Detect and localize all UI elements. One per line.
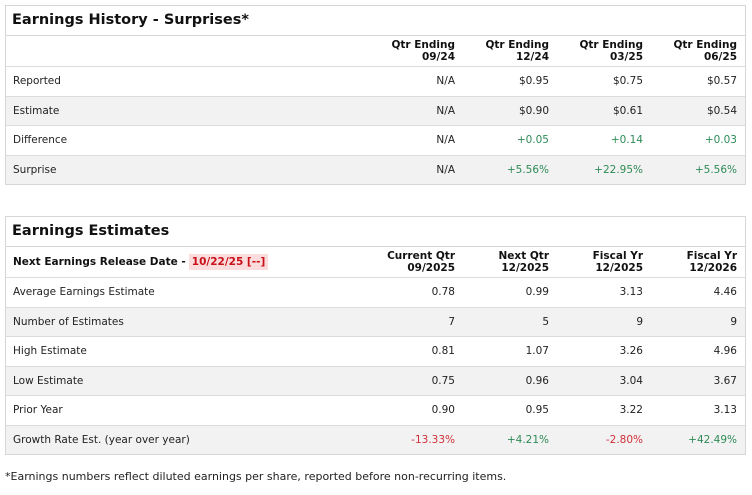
cell-value: +4.21% xyxy=(506,433,549,446)
row-label: Low Estimate xyxy=(6,366,369,396)
cell-value: +5.56% xyxy=(694,163,737,176)
cell-value: $0.75 xyxy=(557,66,651,97)
cell-value: $0.61 xyxy=(557,96,651,126)
row-label: Number of Estimates xyxy=(6,307,369,337)
table-row: Number of Estimates 7 5 9 9 xyxy=(6,307,745,337)
cell-value: 0.81 xyxy=(369,336,463,367)
cell-value: 0.75 xyxy=(369,366,463,396)
cell-value: 4.46 xyxy=(651,277,745,308)
earnings-estimates-title: Earnings Estimates xyxy=(6,217,745,247)
cell-value: +42.49% xyxy=(688,433,737,446)
row-label: High Estimate xyxy=(6,336,369,367)
cell-value: 3.04 xyxy=(557,366,651,396)
row-label: Difference xyxy=(6,125,369,156)
cell-value: 1.07 xyxy=(463,336,557,367)
cell-value: N/A xyxy=(369,66,463,97)
cell-value: 5 xyxy=(463,307,557,337)
cell-value: 0.96 xyxy=(463,366,557,396)
cell-value: N/A xyxy=(369,96,463,126)
column-header: Qtr Ending 12/24 xyxy=(463,36,557,67)
release-date-label: Next Earnings Release Date - xyxy=(13,256,186,268)
footnote: *Earnings numbers reflect diluted earnin… xyxy=(5,470,507,483)
cell-value: $0.95 xyxy=(463,66,557,97)
table-row: Difference N/A +0.05 +0.14 +0.03 xyxy=(6,125,745,156)
cell-value: 3.26 xyxy=(557,336,651,367)
column-header: Current Qtr 09/2025 xyxy=(369,247,463,278)
cell-value: 3.67 xyxy=(651,366,745,396)
cell-value: 0.78 xyxy=(369,277,463,308)
cell-value: +5.56% xyxy=(506,163,549,176)
cell-value: N/A xyxy=(369,125,463,156)
cell-value: 9 xyxy=(557,307,651,337)
cell-value: -2.80% xyxy=(605,433,643,446)
column-header: Fiscal Yr 12/2026 xyxy=(651,247,745,278)
cell-value: -13.33% xyxy=(411,433,455,446)
row-label: Prior Year xyxy=(6,395,369,426)
cell-value: +0.05 xyxy=(463,125,557,156)
earnings-history-table: Qtr Ending 09/24 Qtr Ending 12/24 Qtr Endi… xyxy=(6,36,745,184)
header-label xyxy=(6,36,369,67)
table-row: Low Estimate 0.75 0.96 3.04 3.67 xyxy=(6,366,745,396)
table-row: Estimate N/A $0.90 $0.61 $0.54 xyxy=(6,96,745,126)
header-row: Next Earnings Release Date -10/22/25 [--… xyxy=(6,247,745,278)
cell-value: $0.90 xyxy=(463,96,557,126)
table-row: Average Earnings Estimate 0.78 0.99 3.13 4.4… xyxy=(6,277,745,308)
column-header: Qtr Ending 09/24 xyxy=(369,36,463,67)
cell-value: $0.54 xyxy=(651,96,745,126)
cell-value: +0.14 xyxy=(557,125,651,156)
earnings-estimates-table: Next Earnings Release Date -10/22/25 [--… xyxy=(6,247,745,454)
table-row: Surprise N/A +5.56% +22.95% +5.56% xyxy=(6,155,745,184)
cell-value: 3.13 xyxy=(651,395,745,426)
cell-value: 3.22 xyxy=(557,395,651,426)
cell-value: +0.03 xyxy=(651,125,745,156)
table-row: High Estimate 0.81 1.07 3.26 4.96 xyxy=(6,336,745,367)
table-row: Prior Year 0.90 0.95 3.22 3.13 xyxy=(6,395,745,426)
header-row: Qtr Ending 09/24 Qtr Ending 12/24 Qtr Endi… xyxy=(6,36,745,67)
release-date-header: Next Earnings Release Date -10/22/25 [--… xyxy=(6,247,369,278)
column-header: Next Qtr 12/2025 xyxy=(463,247,557,278)
release-date-value: 10/22/25 [--] xyxy=(188,254,269,270)
cell-value: 4.96 xyxy=(651,336,745,367)
cell-value: 0.99 xyxy=(463,277,557,308)
row-label: Reported xyxy=(6,66,369,97)
cell-value: +22.95% xyxy=(594,163,643,176)
row-label: Surprise xyxy=(13,163,57,176)
row-label: Average Earnings Estimate xyxy=(6,277,369,308)
earnings-history-panel: Earnings History - Surprises* Qtr Ending… xyxy=(5,5,746,185)
row-label: Estimate xyxy=(6,96,369,126)
table-row: Growth Rate Est. (year over year) -13.33%… xyxy=(6,425,745,454)
column-header: Qtr Ending 06/25 xyxy=(651,36,745,67)
cell-value: 0.90 xyxy=(369,395,463,426)
cell-value: N/A xyxy=(436,163,455,176)
cell-value: 0.95 xyxy=(463,395,557,426)
earnings-history-title: Earnings History - Surprises* xyxy=(6,6,745,36)
cell-value: 7 xyxy=(369,307,463,337)
cell-value: 9 xyxy=(651,307,745,337)
column-header: Qtr Ending 03/25 xyxy=(557,36,651,67)
table-row: Reported N/A $0.95 $0.75 $0.57 xyxy=(6,66,745,97)
cell-value: $0.57 xyxy=(651,66,745,97)
cell-value: 3.13 xyxy=(557,277,651,308)
column-header: Fiscal Yr 12/2025 xyxy=(557,247,651,278)
earnings-estimates-panel: Earnings Estimates Next Earnings Release… xyxy=(5,216,746,455)
row-label: Growth Rate Est. (year over year) xyxy=(13,433,190,446)
